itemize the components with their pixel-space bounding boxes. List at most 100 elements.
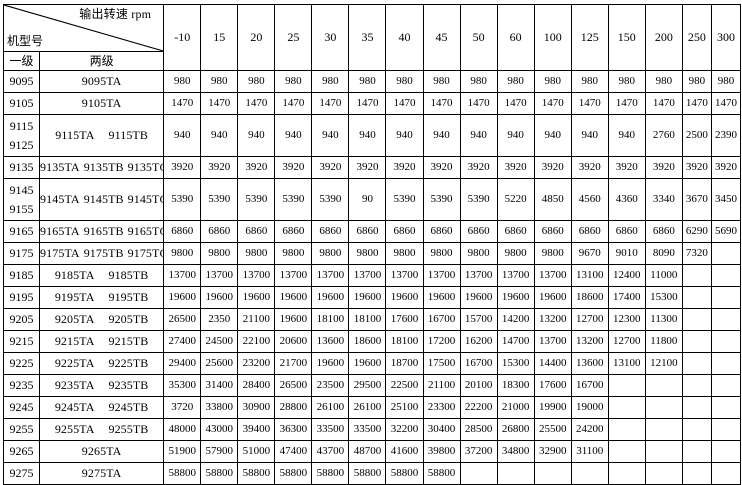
stage-two-model-cell: 9275TA: [39, 462, 165, 485]
speed-cell: 24200: [570, 418, 609, 441]
speed-cell: 980: [200, 70, 239, 93]
speed-cell: 940: [459, 114, 498, 157]
speed-cell: 22100: [237, 330, 276, 353]
speed-cell: 6860: [422, 220, 461, 243]
speed-cell: 940: [385, 114, 424, 157]
speed-cell: 1470: [200, 92, 239, 115]
output-speed-label: 输出转速 rpm: [79, 7, 152, 21]
column-header-cell: 250: [681, 4, 712, 71]
speed-cell: 13700: [200, 264, 239, 287]
speed-cell: 980: [496, 70, 535, 93]
speed-cell: 9800: [533, 242, 572, 265]
speed-cell-empty: [681, 374, 712, 397]
speed-cell: 58800: [422, 462, 461, 485]
speed-cell: 6860: [200, 220, 239, 243]
speed-cell: 21100: [237, 308, 276, 331]
speed-cell: 43700: [311, 440, 350, 463]
speed-cell: 5390: [422, 178, 461, 221]
speed-cell: 13600: [570, 352, 609, 375]
stage-one-model-cell: 9215: [2, 330, 41, 353]
speed-cell: 1470: [681, 92, 712, 115]
speed-cell: 43000: [200, 418, 239, 441]
speed-cell-empty: [710, 396, 742, 419]
speed-cell: 18100: [348, 308, 387, 331]
speed-cell: 17600: [385, 308, 424, 331]
speed-cell: 940: [311, 114, 350, 157]
speed-cell-empty: [607, 396, 646, 419]
speed-cell-empty: [644, 440, 683, 463]
stage-one-model-cell: 9175: [2, 242, 41, 265]
stage-one-model-code: 9135: [9, 160, 34, 175]
stage-one-header: 一级: [2, 51, 41, 71]
speed-cell: 13700: [385, 264, 424, 287]
speed-cell: 28400: [237, 374, 276, 397]
speed-cell: 1470: [163, 92, 202, 115]
speed-cell: 26800: [496, 418, 535, 441]
column-header-cell: 200: [644, 4, 683, 71]
stage-one-model-cell: 9245: [2, 396, 41, 419]
stage-two-model-code: 9235TB: [108, 378, 149, 393]
stage-one-model-code: 9105: [9, 96, 34, 111]
stage-two-model-code: 9165TC: [127, 224, 164, 239]
speed-cell: 58800: [348, 462, 387, 485]
stage-two-model-code: 9165TB: [83, 224, 124, 239]
speed-cell: 17500: [422, 352, 461, 375]
speed-cell: 1470: [533, 92, 572, 115]
speed-cell: 3920: [163, 156, 202, 179]
speed-cell: 1470: [422, 92, 461, 115]
column-header-cell: 40: [385, 4, 424, 71]
speed-cell: 5390: [459, 178, 498, 221]
speed-cell: 25500: [533, 418, 572, 441]
speed-cell: 1470: [311, 92, 350, 115]
speed-cell: 23200: [237, 352, 276, 375]
stage-two-model-code: 9165TA: [40, 224, 80, 239]
speed-cell-empty: [681, 264, 712, 287]
speed-cell: 940: [496, 114, 535, 157]
speed-cell: 3920: [274, 156, 313, 179]
speed-cell: 980: [607, 70, 646, 93]
diagonal-divider-icon: [4, 5, 163, 51]
stage-two-model-code: 9265TA: [81, 444, 122, 459]
speed-cell: 1470: [496, 92, 535, 115]
stage-one-model-cell: 9235: [2, 374, 41, 397]
speed-cell: 19600: [496, 286, 535, 309]
stage-two-model-code: 9245TB: [108, 400, 149, 415]
stage-two-model-code: 9175TB: [83, 246, 124, 261]
stage-two-model-code: 9115TB: [108, 128, 148, 143]
speed-cell: 3920: [710, 156, 742, 179]
stage-two-model-code: 9105TA: [81, 96, 122, 111]
stage-two-model-code: 9095TA: [81, 74, 122, 89]
stage-two-model-code: 9225TB: [108, 356, 149, 371]
speed-cell: 29500: [348, 374, 387, 397]
speed-cell: 9800: [311, 242, 350, 265]
speed-cell: 19600: [237, 286, 276, 309]
stage-two-model-code: 9185TA: [54, 268, 95, 283]
speed-cell: 980: [570, 70, 609, 93]
stage-two-model-cell: 9145TA 9145TB 9145TC: [39, 178, 165, 221]
speed-cell: 3920: [200, 156, 239, 179]
speed-cell: 58800: [385, 462, 424, 485]
stage-two-model-cell: 9095TA: [39, 70, 165, 93]
table-body: 9095 9095TA 980 980 980 980 980 980 980 980 980 980…: [2, 70, 742, 485]
speed-cell: 13200: [570, 330, 609, 353]
table-row: 9175 9175TA 9175TB 9175TC 9800 9800 9800 9800 98…: [2, 242, 742, 265]
speed-cell: 25100: [385, 396, 424, 419]
stage-one-model-code: 9125: [9, 137, 34, 152]
speed-cell: 15300: [644, 286, 683, 309]
stage-two-model-code: 9135TC: [127, 160, 164, 175]
speed-cell: 6860: [348, 220, 387, 243]
speed-cell-empty: [710, 264, 742, 287]
stage-one-model-cell: 9275: [2, 462, 41, 485]
table-row: 9275 9275TA 58800 58800 58800 58800 58800 58800…: [2, 462, 742, 485]
speed-cell: 19600: [200, 286, 239, 309]
stage-two-model-code: 9255TB: [108, 422, 149, 437]
speed-cell: 26100: [348, 396, 387, 419]
speed-cell: 28500: [459, 418, 498, 441]
speed-cell: 19900: [533, 396, 572, 419]
speed-cell: 3450: [710, 178, 742, 221]
table-row: 9095 9095TA 980 980 980 980 980 980 980 980 980 980…: [2, 70, 742, 93]
speed-cell: 11000: [644, 264, 683, 287]
speed-cell: 9010: [607, 242, 646, 265]
speed-cell: 36300: [274, 418, 313, 441]
speed-cell: 6860: [533, 220, 572, 243]
